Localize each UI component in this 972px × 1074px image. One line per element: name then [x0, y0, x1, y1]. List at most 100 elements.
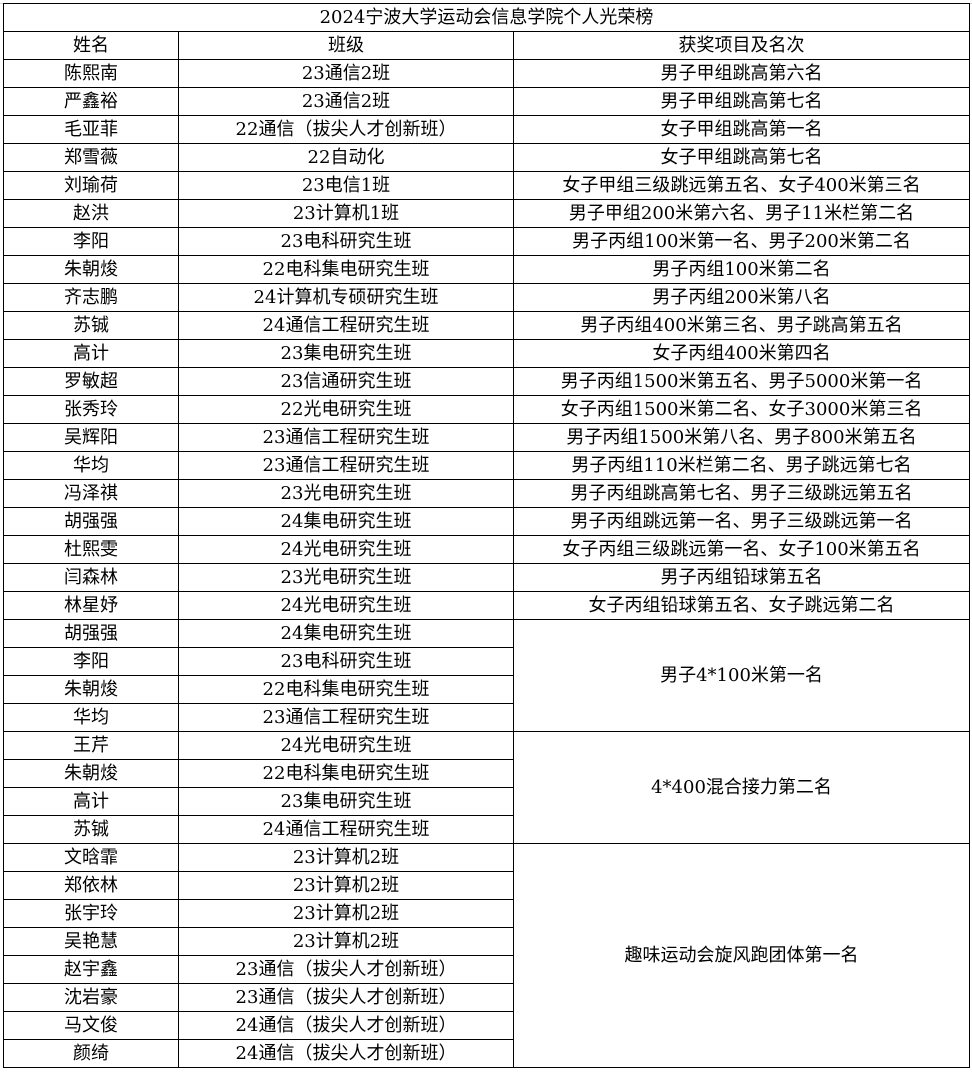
award-cell[interactable]: 男子丙组200米第八名: [512, 283, 971, 312]
name-cell[interactable]: 文晗霏: [3, 843, 179, 872]
class-cell[interactable]: 22自动化: [178, 143, 514, 172]
class-cell[interactable]: 23集电研究生班: [178, 787, 514, 816]
class-cell[interactable]: 24通信工程研究生班: [178, 311, 514, 340]
name-cell[interactable]: 毛亚菲: [3, 115, 179, 144]
class-cell[interactable]: 23通信工程研究生班: [178, 451, 514, 480]
award-cell[interactable]: 男子甲组跳高第七名: [512, 87, 971, 116]
name-cell[interactable]: 华均: [3, 703, 179, 732]
award-cell[interactable]: 女子甲组三级跳远第五名、女子400米第三名: [512, 171, 971, 200]
award-cell[interactable]: 男子丙组跳高第七名、男子三级跳远第五名: [512, 479, 971, 508]
table-row: 郑雪薇 22自动化 女子甲组跳高第七名: [3, 143, 971, 172]
name-cell[interactable]: 朱朝焌: [3, 255, 179, 284]
header-award[interactable]: 获奖项目及名次: [512, 31, 971, 60]
award-cell[interactable]: 男子丙组1500米第五名、男子5000米第一名: [512, 367, 971, 396]
class-cell[interactable]: 23光电研究生班: [178, 563, 514, 592]
name-cell[interactable]: 胡强强: [3, 507, 179, 536]
name-cell[interactable]: 齐志鹏: [3, 283, 179, 312]
class-cell[interactable]: 23通信2班: [178, 59, 514, 88]
class-cell[interactable]: 23计算机2班: [178, 927, 514, 956]
class-cell[interactable]: 23通信2班: [178, 87, 514, 116]
team-award-cell[interactable]: 趣味运动会旋风跑团体第一名: [512, 843, 971, 1068]
award-cell[interactable]: 女子甲组跳高第七名: [512, 143, 971, 172]
name-cell[interactable]: 高计: [3, 787, 179, 816]
class-cell[interactable]: 22电科集电研究生班: [178, 255, 514, 284]
award-cell[interactable]: 女子甲组跳高第一名: [512, 115, 971, 144]
name-cell[interactable]: 马文俊: [3, 1011, 179, 1040]
award-cell[interactable]: 男子丙组1500米第八名、男子800米第五名: [512, 423, 971, 452]
name-cell[interactable]: 吴辉阳: [3, 423, 179, 452]
name-cell[interactable]: 郑雪薇: [3, 143, 179, 172]
name-cell[interactable]: 胡强强: [3, 619, 179, 648]
award-cell[interactable]: 女子丙组400米第四名: [512, 339, 971, 368]
name-cell[interactable]: 赵宇鑫: [3, 955, 179, 984]
name-cell[interactable]: 陈熙南: [3, 59, 179, 88]
class-cell[interactable]: 23计算机2班: [178, 899, 514, 928]
class-cell[interactable]: 23计算机2班: [178, 843, 514, 872]
award-cell[interactable]: 男子甲组200米第六名、男子11米栏第二名: [512, 199, 971, 228]
name-cell[interactable]: 朱朝焌: [3, 759, 179, 788]
class-cell[interactable]: 23通信（拔尖人才创新班）: [178, 955, 514, 984]
award-cell[interactable]: 女子丙组三级跳远第一名、女子100米第五名: [512, 535, 971, 564]
name-cell[interactable]: 苏铖: [3, 311, 179, 340]
team-award-cell[interactable]: 男子4*100米第一名: [512, 619, 971, 732]
award-cell[interactable]: 男子丙组跳远第一名、男子三级跳远第一名: [512, 507, 971, 536]
class-cell[interactable]: 24集电研究生班: [178, 619, 514, 648]
name-cell[interactable]: 苏铖: [3, 815, 179, 844]
class-cell[interactable]: 23通信工程研究生班: [178, 703, 514, 732]
class-cell[interactable]: 23通信（拔尖人才创新班）: [178, 983, 514, 1012]
name-cell[interactable]: 高计: [3, 339, 179, 368]
team-award-cell[interactable]: 4*400混合接力第二名: [512, 731, 971, 844]
class-cell[interactable]: 23通信工程研究生班: [178, 423, 514, 452]
class-cell[interactable]: 23光电研究生班: [178, 479, 514, 508]
name-cell[interactable]: 杜熙雯: [3, 535, 179, 564]
class-cell[interactable]: 23集电研究生班: [178, 339, 514, 368]
class-cell[interactable]: 23信通研究生班: [178, 367, 514, 396]
class-cell[interactable]: 23电科研究生班: [178, 227, 514, 256]
award-cell[interactable]: 男子丙组100米第二名: [512, 255, 971, 284]
name-cell[interactable]: 郑依林: [3, 871, 179, 900]
name-cell[interactable]: 华均: [3, 451, 179, 480]
header-class[interactable]: 班级: [178, 31, 514, 60]
class-cell[interactable]: 24光电研究生班: [178, 591, 514, 620]
name-cell[interactable]: 冯泽祺: [3, 479, 179, 508]
class-cell[interactable]: 24通信（拔尖人才创新班）: [178, 1011, 514, 1040]
name-cell[interactable]: 刘瑜荷: [3, 171, 179, 200]
class-cell[interactable]: 23电科研究生班: [178, 647, 514, 676]
award-cell[interactable]: 男子丙组100米第一名、男子200米第二名: [512, 227, 971, 256]
header-name[interactable]: 姓名: [3, 31, 179, 60]
award-cell[interactable]: 女子丙组1500米第二名、女子3000米第三名: [512, 395, 971, 424]
class-cell[interactable]: 24通信（拔尖人才创新班）: [178, 1039, 514, 1068]
class-cell[interactable]: 22通信（拔尖人才创新班）: [178, 115, 514, 144]
award-cell[interactable]: 男子甲组跳高第六名: [512, 59, 971, 88]
name-cell[interactable]: 李阳: [3, 647, 179, 676]
name-cell[interactable]: 吴艳慧: [3, 927, 179, 956]
class-cell[interactable]: 24光电研究生班: [178, 731, 514, 760]
name-cell[interactable]: 王芹: [3, 731, 179, 760]
class-cell[interactable]: 24计算机专硕研究生班: [178, 283, 514, 312]
name-cell[interactable]: 李阳: [3, 227, 179, 256]
award-cell[interactable]: 男子丙组110米栏第二名、男子跳远第七名: [512, 451, 971, 480]
class-cell[interactable]: 22光电研究生班: [178, 395, 514, 424]
class-cell[interactable]: 24光电研究生班: [178, 535, 514, 564]
name-cell[interactable]: 罗敏超: [3, 367, 179, 396]
award-cell[interactable]: 女子丙组铅球第五名、女子跳远第二名: [512, 591, 971, 620]
name-cell[interactable]: 赵洪: [3, 199, 179, 228]
name-cell[interactable]: 颜绮: [3, 1039, 179, 1068]
name-cell[interactable]: 沈岩豪: [3, 983, 179, 1012]
table-title[interactable]: 2024宁波大学运动会信息学院个人光荣榜: [2, 3, 971, 32]
class-cell[interactable]: 24集电研究生班: [178, 507, 514, 536]
class-cell[interactable]: 23计算机1班: [178, 199, 514, 228]
class-cell[interactable]: 24通信工程研究生班: [178, 815, 514, 844]
name-cell[interactable]: 闫森林: [3, 563, 179, 592]
name-cell[interactable]: 林星妤: [3, 591, 179, 620]
class-cell[interactable]: 23计算机2班: [178, 871, 514, 900]
award-cell[interactable]: 男子丙组铅球第五名: [512, 563, 971, 592]
name-cell[interactable]: 严鑫裕: [3, 87, 179, 116]
class-cell[interactable]: 22电科集电研究生班: [178, 675, 514, 704]
class-cell[interactable]: 23电信1班: [178, 171, 514, 200]
class-cell[interactable]: 22电科集电研究生班: [178, 759, 514, 788]
name-cell[interactable]: 朱朝焌: [3, 675, 179, 704]
name-cell[interactable]: 张宇玲: [3, 899, 179, 928]
award-cell[interactable]: 男子丙组400米第三名、男子跳高第五名: [512, 311, 971, 340]
name-cell[interactable]: 张秀玲: [3, 395, 179, 424]
